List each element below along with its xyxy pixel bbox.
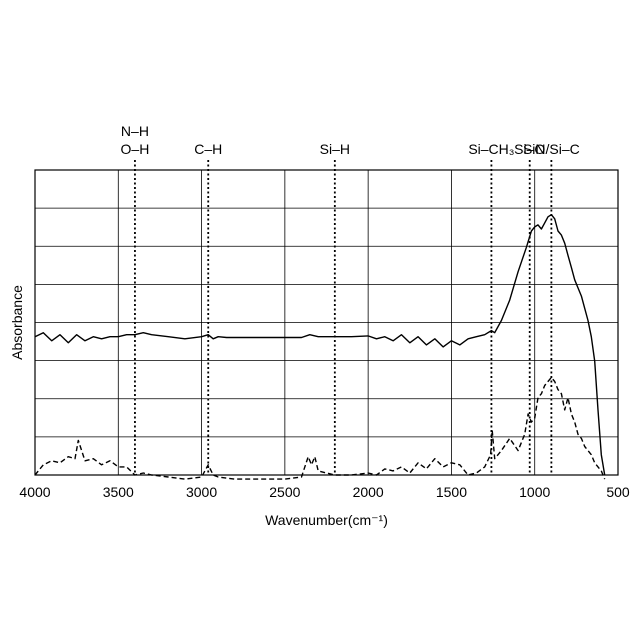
annotation-lines: N–HO–HC–HSi–HSi–CH₃Si–OSiN/Si–C	[121, 123, 580, 475]
annotation-label: O–H	[121, 141, 150, 157]
x-axis-label: Wavenumber(cm⁻¹)	[265, 512, 388, 528]
annotation-label: SiN/Si–C	[523, 141, 580, 157]
annotation-label: Si–CH₃	[468, 141, 514, 157]
solid-spectrum-line	[35, 215, 605, 475]
annotation-label: N–H	[121, 123, 149, 139]
annotation-label: Si–H	[320, 141, 350, 157]
x-tick-label: 500	[606, 484, 630, 500]
x-axis-ticks: 4000 3500 3000 2500 2000 1500 1000 500	[19, 484, 629, 500]
x-tick-label: 2000	[353, 484, 384, 500]
x-tick-label: 1500	[436, 484, 467, 500]
x-tick-label: 3000	[186, 484, 217, 500]
x-tick-label: 2500	[269, 484, 300, 500]
x-tick-label: 3500	[103, 484, 134, 500]
dashed-spectrum-line	[35, 377, 605, 479]
spectrum-series	[35, 215, 605, 479]
annotation-label: C–H	[194, 141, 222, 157]
x-tick-label: 4000	[19, 484, 50, 500]
x-tick-label: 1000	[519, 484, 550, 500]
y-axis-label: Absorbance	[9, 285, 25, 360]
